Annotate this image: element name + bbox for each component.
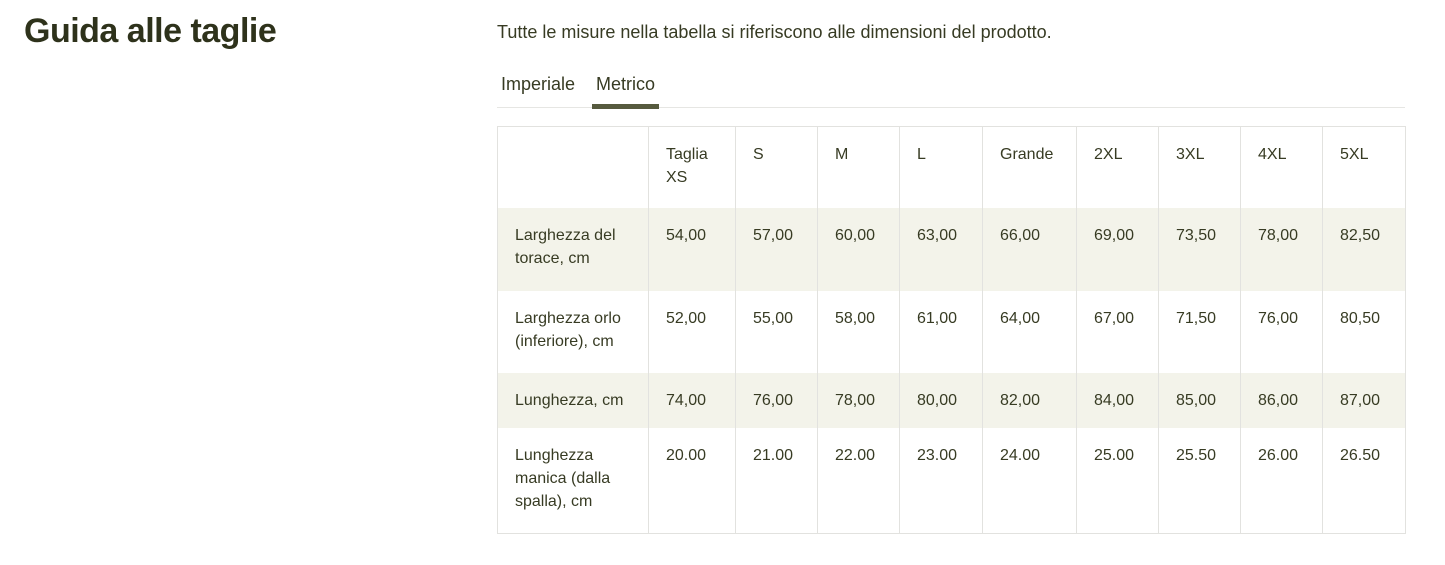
value-cell: 22.00 xyxy=(817,427,900,534)
header-cell-4xl: 4XL xyxy=(1240,126,1323,208)
value-cell: 67,00 xyxy=(1076,290,1159,373)
value-cell: 26.50 xyxy=(1322,427,1406,534)
size-guide-content: Tutte le misure nella tabella si riferis… xyxy=(497,0,1406,534)
value-cell: 25.50 xyxy=(1158,427,1241,534)
table-note: Tutte le misure nella tabella si riferis… xyxy=(497,22,1052,42)
value-cell: 82,50 xyxy=(1322,207,1406,291)
value-cell: 74,00 xyxy=(648,372,736,428)
header-cell-grande: Grande xyxy=(982,126,1077,208)
value-cell: 25.00 xyxy=(1076,427,1159,534)
value-cell: 54,00 xyxy=(648,207,736,291)
tab-metrico[interactable]: Metrico xyxy=(592,74,660,109)
value-cell: 78,00 xyxy=(1240,207,1323,291)
value-cell: 63,00 xyxy=(899,207,983,291)
value-cell: 20.00 xyxy=(648,427,736,534)
table-header-row: Taglia XS S M L Grande 2XL 3XL 4XL 5XL xyxy=(498,126,1406,208)
value-cell: 58,00 xyxy=(817,290,900,373)
row-label: Larghezza orlo (inferiore), cm xyxy=(515,309,621,350)
tab-imperiale[interactable]: Imperiale xyxy=(497,74,579,107)
value-cell: 23.00 xyxy=(899,427,983,534)
value-cell: 64,00 xyxy=(982,290,1077,373)
table-row-sleeve-length: Lunghezza manica (dalla spalla), cm 20.0… xyxy=(498,427,1406,534)
header-cell-2xl: 2XL xyxy=(1076,126,1159,208)
page-title: Guida alle taglie xyxy=(24,12,277,50)
value-cell: 69,00 xyxy=(1076,207,1159,291)
header-cell-xs: Taglia XS xyxy=(648,126,736,208)
size-table: Taglia XS S M L Grande 2XL 3XL 4XL 5XL L… xyxy=(497,126,1406,534)
value-cell: 76,00 xyxy=(1240,290,1323,373)
value-cell: 82,00 xyxy=(982,372,1077,428)
unit-tabs: Imperiale Metrico xyxy=(497,74,1405,109)
value-cell: 80,50 xyxy=(1322,290,1406,373)
value-cell: 57,00 xyxy=(735,207,818,291)
value-cell: 71,50 xyxy=(1158,290,1241,373)
table-row-length: Lunghezza, cm 74,00 76,00 78,00 80,00 82… xyxy=(497,372,1406,428)
header-cell-m: M xyxy=(817,126,900,208)
value-cell: 60,00 xyxy=(817,207,900,291)
header-cell-l: L xyxy=(899,126,983,208)
table-row-chest-width: Larghezza del torace, cm 54,00 57,00 60,… xyxy=(497,207,1406,291)
value-cell: 85,00 xyxy=(1158,372,1241,428)
row-label: Lunghezza manica (dalla spalla), cm xyxy=(515,446,611,510)
value-cell: 61,00 xyxy=(899,290,983,373)
value-cell: 76,00 xyxy=(735,372,818,428)
row-label: Larghezza del torace, cm xyxy=(515,226,616,267)
value-cell: 66,00 xyxy=(982,207,1077,291)
value-cell: 87,00 xyxy=(1322,372,1406,428)
value-cell: 84,00 xyxy=(1076,372,1159,428)
header-cell-5xl: 5XL xyxy=(1322,126,1406,208)
value-cell: 55,00 xyxy=(735,290,818,373)
value-cell: 21.00 xyxy=(735,427,818,534)
value-cell: 80,00 xyxy=(899,372,983,428)
value-cell: 26.00 xyxy=(1240,427,1323,534)
value-cell: 73,50 xyxy=(1158,207,1241,291)
value-cell: 86,00 xyxy=(1240,372,1323,428)
table-row-hem-width: Larghezza orlo (inferiore), cm 52,00 55,… xyxy=(498,290,1406,373)
header-cell-empty xyxy=(498,127,649,208)
value-cell: 52,00 xyxy=(648,290,736,373)
value-cell: 78,00 xyxy=(817,372,900,428)
header-cell-s: S xyxy=(735,126,818,208)
header-cell-3xl: 3XL xyxy=(1158,126,1241,208)
value-cell: 24.00 xyxy=(982,427,1077,534)
row-label: Lunghezza, cm xyxy=(515,391,624,409)
